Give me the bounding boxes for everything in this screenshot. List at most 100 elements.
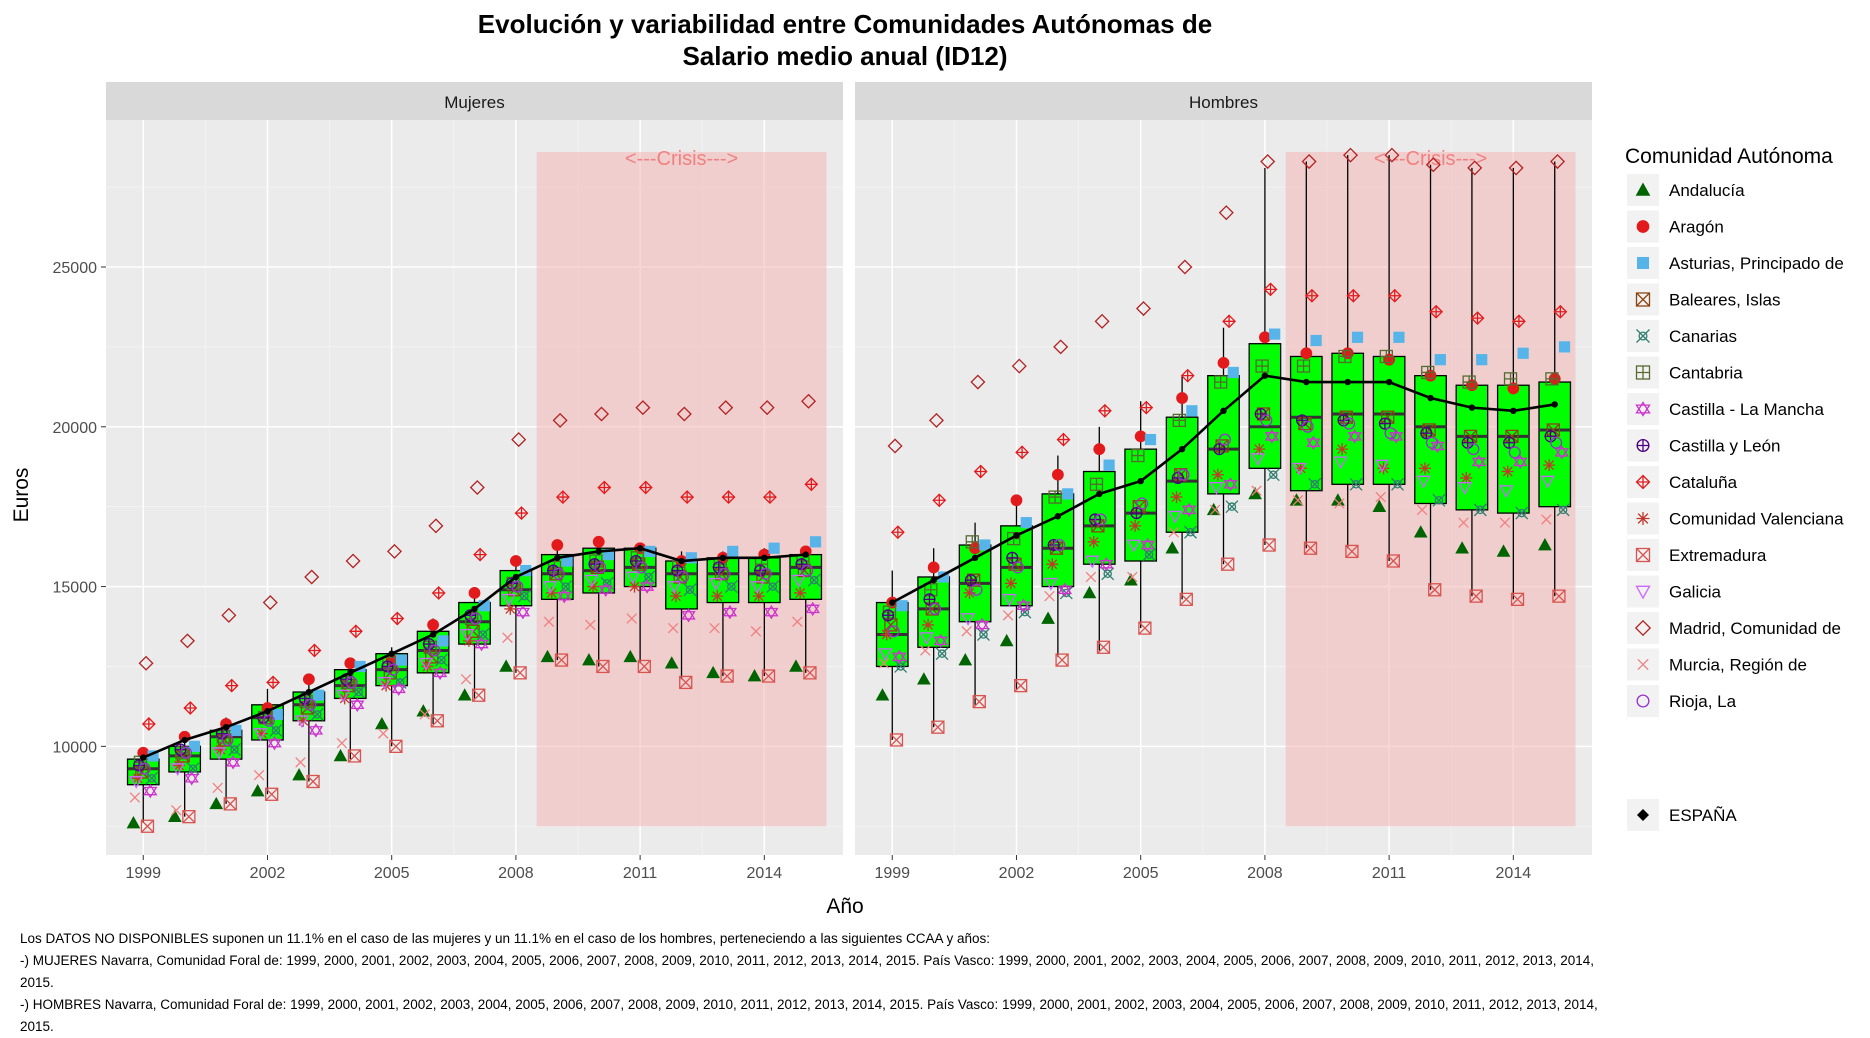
spain-point bbox=[1137, 477, 1144, 485]
point-rioja-la bbox=[1425, 436, 1438, 449]
point-extremadura bbox=[803, 666, 817, 680]
spain-point bbox=[1261, 372, 1269, 379]
legend-key bbox=[1627, 575, 1659, 608]
point-galicia bbox=[377, 676, 392, 690]
point-catalu-a bbox=[680, 490, 695, 505]
point-asturias-principado-de bbox=[1227, 366, 1239, 379]
point-murcia-regi-n-de bbox=[1044, 590, 1055, 602]
spain-point bbox=[305, 688, 313, 696]
point-catalu-a bbox=[1015, 445, 1029, 460]
point-asturias-principado-de bbox=[768, 542, 780, 554]
point-madrid-comunidad-de bbox=[970, 374, 986, 390]
legend-label: Extremadura bbox=[1669, 546, 1767, 565]
point-galicia bbox=[1540, 475, 1555, 489]
point-murcia-regi-n-de bbox=[253, 769, 265, 781]
point-murcia-regi-n-de bbox=[878, 658, 890, 669]
point-galicia bbox=[919, 632, 934, 646]
point-murcia-regi-n-de bbox=[1458, 517, 1469, 528]
point-rioja-la bbox=[552, 567, 565, 580]
point-baleares-islas bbox=[1339, 410, 1353, 424]
point-rioja-la bbox=[1053, 538, 1066, 552]
point-catalu-a bbox=[763, 490, 777, 505]
spain-point bbox=[636, 545, 644, 552]
point-comunidad-valenciana bbox=[794, 586, 807, 599]
legend-symbol bbox=[1635, 585, 1651, 600]
point-extremadura bbox=[596, 659, 610, 674]
point-extremadura bbox=[1510, 592, 1525, 606]
y-tick-label: 10000 bbox=[53, 739, 98, 756]
point-madrid-comunidad-de bbox=[511, 432, 527, 448]
point-catalu-a bbox=[721, 490, 736, 505]
point-catalu-a bbox=[390, 611, 405, 626]
point-murcia-regi-n-de bbox=[171, 805, 182, 816]
point-galicia bbox=[1085, 555, 1100, 569]
point-arag-n bbox=[1300, 347, 1313, 360]
point-comunidad-valenciana bbox=[214, 743, 227, 756]
point-madrid-comunidad-de bbox=[718, 400, 734, 416]
point-madrid-comunidad-de bbox=[1342, 147, 1359, 163]
point-rioja-la bbox=[1136, 497, 1149, 510]
point-rioja-la bbox=[1550, 436, 1563, 449]
point-canarias bbox=[1266, 468, 1280, 482]
point-castilla-la-mancha bbox=[1471, 454, 1487, 470]
point-baleares-islas bbox=[1174, 468, 1188, 482]
point-galicia bbox=[1333, 456, 1348, 470]
legend-label: Rioja, La bbox=[1669, 692, 1737, 711]
spain-point bbox=[595, 548, 602, 555]
point-extremadura bbox=[513, 666, 527, 680]
point-asturias-principado-de bbox=[1476, 354, 1488, 366]
point-andaluc-a bbox=[250, 784, 265, 797]
point-asturias-principado-de bbox=[313, 689, 325, 701]
point-extremadura bbox=[1303, 541, 1318, 555]
point-castilla-la-mancha bbox=[805, 601, 820, 617]
point-castilla-la-mancha bbox=[515, 604, 531, 620]
point-rioja-la bbox=[469, 612, 482, 625]
point-castilla-la-mancha bbox=[681, 608, 696, 623]
point-canarias bbox=[476, 628, 490, 641]
point-galicia bbox=[708, 577, 724, 591]
point-galicia bbox=[667, 581, 682, 594]
point-arag-n bbox=[1217, 356, 1230, 369]
point-cantabria bbox=[1503, 372, 1518, 386]
point-canarias bbox=[352, 685, 366, 699]
point-castilla-la-mancha bbox=[1347, 429, 1362, 444]
point-madrid-comunidad-de bbox=[1550, 154, 1566, 170]
point-murcia-regi-n-de bbox=[419, 709, 430, 720]
point-madrid-comunidad-de bbox=[1425, 157, 1441, 173]
point-castilla-la-mancha bbox=[308, 723, 324, 738]
point-catalu-a bbox=[307, 643, 322, 658]
legend-label: Castilla y León bbox=[1669, 437, 1781, 456]
spain-point bbox=[719, 554, 727, 562]
point-rioja-la bbox=[759, 567, 772, 580]
point-canarias bbox=[1308, 477, 1322, 491]
point-comunidad-valenciana bbox=[1294, 462, 1307, 475]
point-catalu-a bbox=[555, 490, 570, 505]
point-castilla-la-mancha bbox=[1306, 435, 1321, 450]
point-castilla-la-mancha bbox=[557, 588, 572, 604]
legend-label-spain: ESPAÑA bbox=[1669, 806, 1737, 825]
point-rioja-la bbox=[676, 570, 689, 584]
point-canarias bbox=[683, 583, 697, 597]
spain-point bbox=[347, 669, 354, 677]
point-comunidad-valenciana bbox=[587, 580, 600, 593]
point-catalu-a bbox=[1222, 314, 1237, 329]
point-andaluc-a bbox=[582, 653, 596, 666]
point-asturias-principado-de bbox=[727, 545, 739, 558]
point-castilla-la-mancha bbox=[764, 604, 779, 620]
panel-strip bbox=[106, 82, 843, 120]
legend-item: Andalucía bbox=[1627, 174, 1745, 206]
point-extremadura bbox=[1014, 678, 1028, 693]
point-galicia bbox=[960, 613, 976, 626]
point-andaluc-a bbox=[1496, 544, 1511, 557]
point-comunidad-valenciana bbox=[1170, 491, 1183, 504]
point-murcia-regi-n-de bbox=[1416, 504, 1428, 516]
point-canarias bbox=[1142, 548, 1156, 562]
point-madrid-comunidad-de bbox=[345, 553, 361, 569]
legend-item: Murcia, Región de bbox=[1627, 648, 1807, 681]
point-asturias-principado-de bbox=[685, 552, 697, 564]
point-murcia-regi-n-de bbox=[543, 616, 555, 627]
point-castilla-y-le-n bbox=[964, 574, 977, 587]
legend-symbol bbox=[1635, 474, 1651, 490]
point-andaluc-a bbox=[999, 633, 1014, 647]
point-rioja-la bbox=[1218, 433, 1231, 446]
